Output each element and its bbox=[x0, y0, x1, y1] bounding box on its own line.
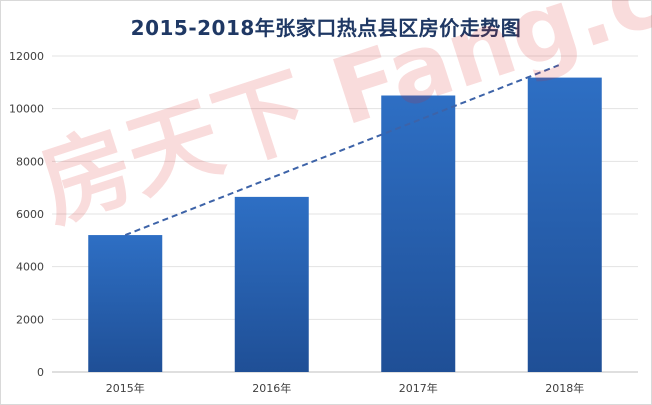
x-tick-label: 2016年 bbox=[252, 381, 291, 395]
y-tick-label: 2000 bbox=[16, 313, 44, 326]
trend-line bbox=[124, 64, 560, 236]
bar-2017年 bbox=[381, 95, 456, 372]
y-tick-label: 4000 bbox=[16, 261, 44, 274]
x-tick-label: 2015年 bbox=[106, 381, 145, 395]
y-tick-label: 10000 bbox=[9, 103, 44, 116]
y-tick-label: 6000 bbox=[16, 208, 44, 221]
x-tick-label: 2017年 bbox=[399, 381, 438, 395]
y-tick-label: 12000 bbox=[9, 50, 44, 63]
bar-2016年 bbox=[234, 196, 309, 372]
trend-line-group bbox=[124, 64, 560, 236]
y-tick-label: 8000 bbox=[16, 155, 44, 168]
x-tick-label: 2018年 bbox=[545, 381, 584, 395]
chart-title: 2015-2018年张家口热点县区房价走势图 bbox=[130, 16, 522, 40]
bar-2018年 bbox=[527, 77, 602, 373]
x-axis-ticks: 2015年 2016年 2017年 2018年 bbox=[106, 381, 585, 395]
y-tick-label: 0 bbox=[37, 366, 44, 379]
bars bbox=[88, 77, 602, 373]
bar-2015年 bbox=[88, 235, 163, 372]
y-axis-ticks: 0 2000 4000 6000 8000 10000 12000 bbox=[9, 50, 44, 379]
